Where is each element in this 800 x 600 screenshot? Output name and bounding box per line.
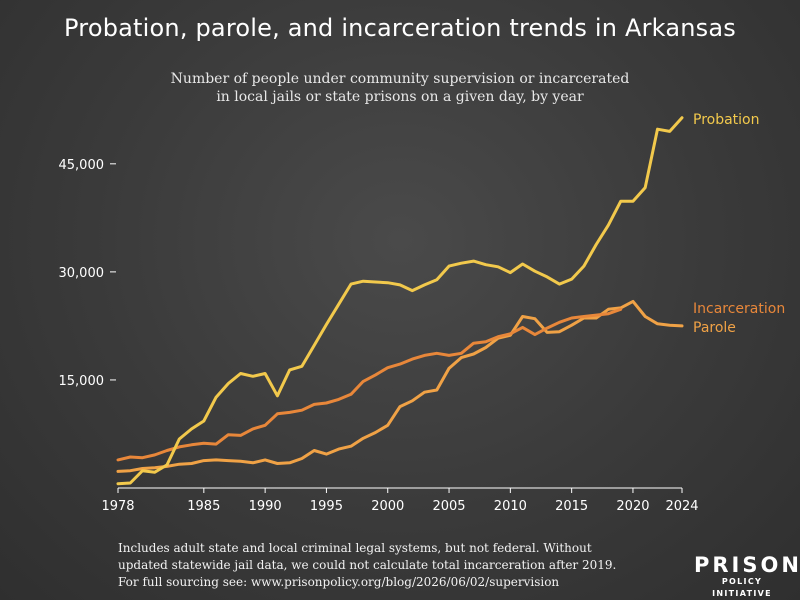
subtitle-line: in local jails or state prisons on a giv… [216,89,584,105]
series-line-incarceration [116,307,623,462]
series-label-incarceration: Incarceration [693,301,785,317]
prison-policy-logo: PRISON POLICY INITIATIVE [694,553,800,600]
logo-line-1: PRISON [694,553,800,577]
y-tick-label: 30,000 [59,266,105,281]
series-labels: Probation Incarceration Parole [693,112,785,336]
series-label-probation: Probation [693,112,760,128]
x-tick-label: 2020 [616,499,649,514]
x-tick-label: 1990 [249,499,282,514]
x-tick-label: 1995 [310,499,343,514]
chart-axes: 1978 1985 1990 1995 2000 2005 2010 2015 2020 2024… [59,158,699,514]
footnote-line: updated statewide jail data, we could no… [118,558,617,572]
chart-subtitle: Number of people under community supervi… [150,70,650,106]
x-tick-label: 2015 [555,499,588,514]
series-line-probation [116,116,684,486]
series-line-parole [116,299,684,473]
y-tick-label: 45,000 [59,158,105,173]
x-tick-label: 2000 [371,499,404,514]
series-label-parole: Parole [693,320,736,336]
logo-line-2: POLICY INITIATIVE [712,577,772,598]
x-tick-label: 2024 [665,499,698,514]
subtitle-line: Number of people under community supervi… [170,71,630,87]
x-tick-label: 1978 [101,499,134,514]
footnote: Includes adult state and local criminal … [118,540,638,591]
chart-title: Probation, parole, and incarceration tre… [64,14,736,42]
x-tick-label: 2010 [494,499,527,514]
x-tick-label: 2005 [432,499,465,514]
footnote-line: For full sourcing see: www.prisonpolicy.… [118,575,560,589]
chart-series [116,116,684,486]
footnote-line: Includes adult state and local criminal … [118,541,592,555]
y-tick-label: 15,000 [59,374,105,389]
x-tick-label: 1985 [187,499,220,514]
